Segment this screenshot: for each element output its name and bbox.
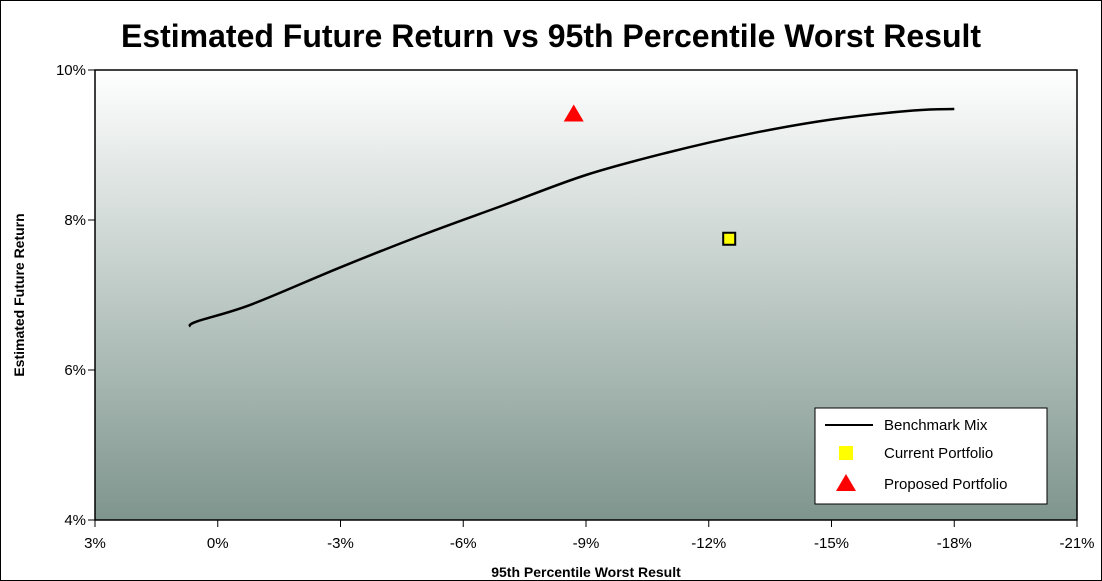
legend-label-current: Current Portfolio xyxy=(884,445,993,462)
x-tick-label: -6% xyxy=(450,535,477,552)
x-tick-label: -9% xyxy=(573,535,600,552)
x-axis-title: 95th Percentile Worst Result xyxy=(491,564,681,580)
y-tick-label: 8% xyxy=(64,212,86,229)
chart-title: Estimated Future Return vs 95th Percenti… xyxy=(120,18,982,54)
x-tick-label: -12% xyxy=(691,535,726,552)
x-tick-label: 3% xyxy=(84,535,106,552)
x-tick-label: -21% xyxy=(1059,535,1094,552)
benchmark-mix-line xyxy=(188,107,955,328)
y-axis-title: Estimated Future Return xyxy=(11,213,27,376)
current-portfolio-marker xyxy=(722,231,737,246)
x-tick-label: -3% xyxy=(327,535,354,552)
x-tick-label: 0% xyxy=(207,535,229,552)
y-tick-label: 4% xyxy=(64,512,86,529)
legend-square-swatch xyxy=(839,446,853,460)
x-tick-label: -18% xyxy=(937,535,972,552)
legend: Benchmark Mix Current Portfolio Proposed… xyxy=(814,407,1048,505)
legend-label-proposed: Proposed Portfolio xyxy=(884,476,1007,493)
legend-label-benchmark: Benchmark Mix xyxy=(884,417,988,434)
x-tick-label: -15% xyxy=(814,535,849,552)
y-tick-label: 10% xyxy=(56,62,86,79)
proposed-portfolio-marker xyxy=(563,104,584,122)
y-tick-label: 6% xyxy=(64,362,86,379)
legend-triangle-swatch xyxy=(836,474,856,491)
